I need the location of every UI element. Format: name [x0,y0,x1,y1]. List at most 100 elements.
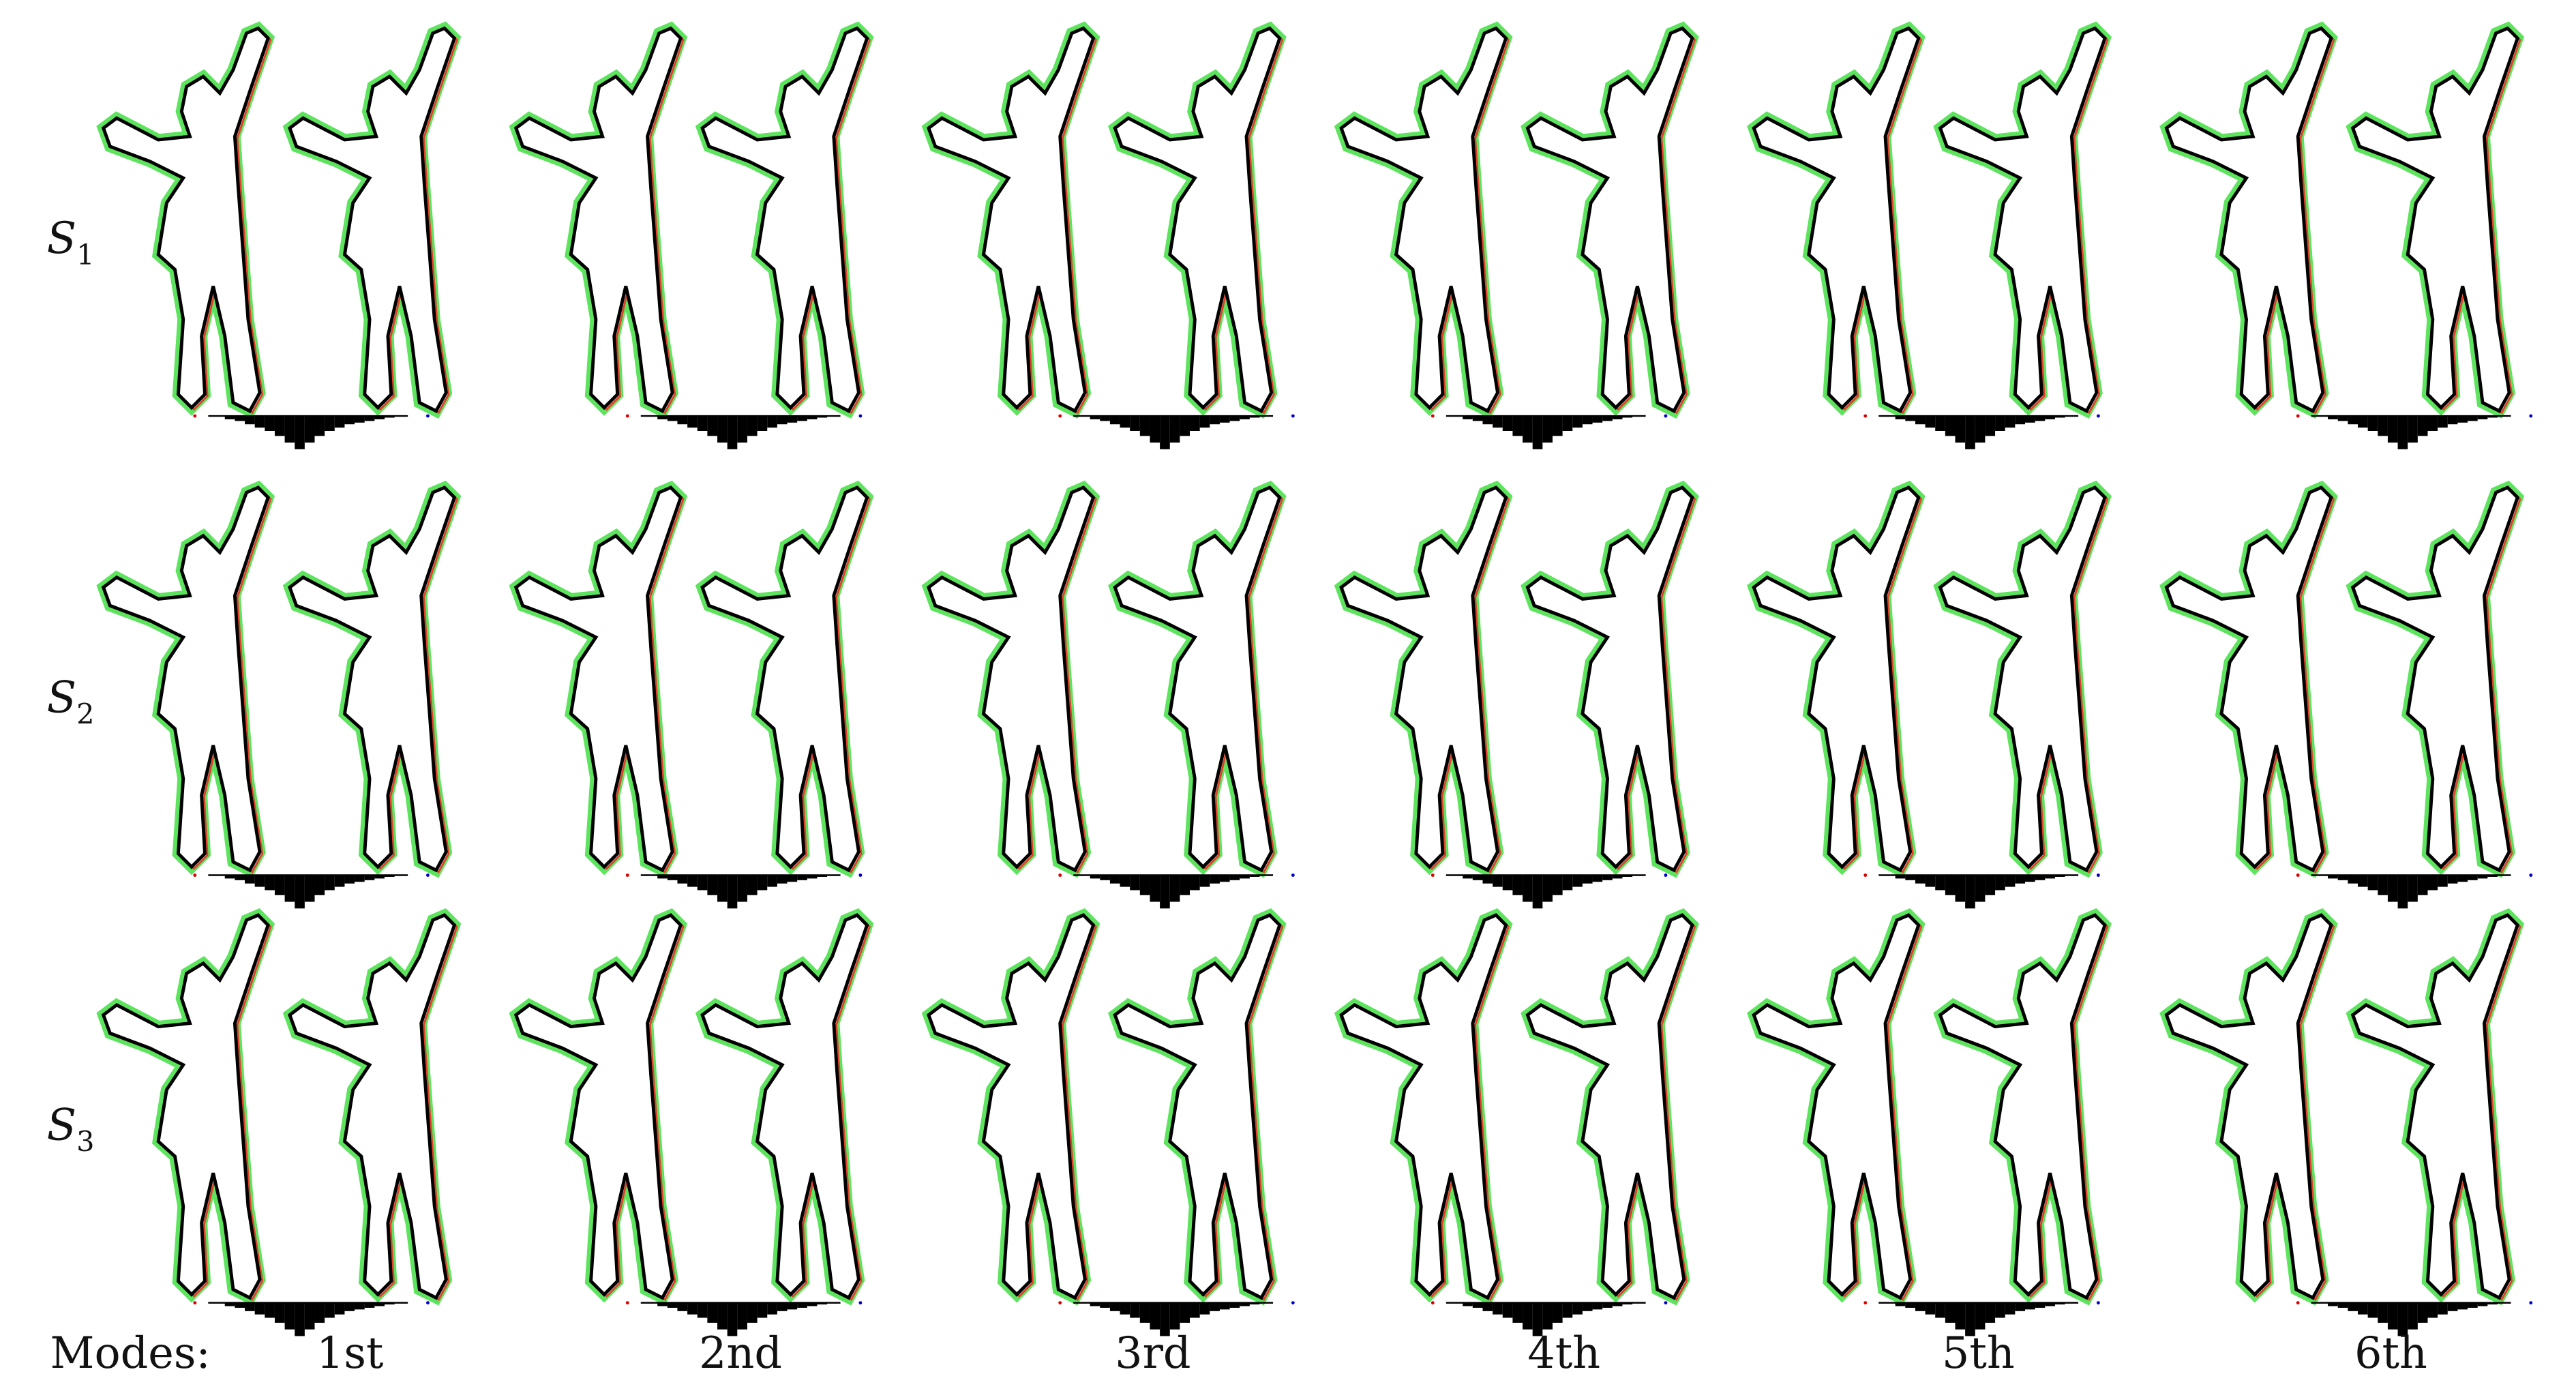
histogram-bar [717,416,728,443]
histogram-bar [1210,1303,1220,1311]
silhouette [1341,915,1508,1300]
histogram-bar [1915,876,1926,884]
histogram-bar [2358,416,2368,428]
histogram-bar [1955,1303,1965,1330]
histogram-bar [1995,1303,2005,1318]
histogram-bar [728,876,738,909]
histogram-bar [767,876,777,887]
histogram-bar [344,1303,355,1311]
cell [1341,915,1695,1336]
histogram-bar [687,416,698,428]
histogram-bar [285,416,295,443]
histogram-bar [1100,1303,1110,1308]
histogram-bar [305,1303,315,1330]
histogram-bar [767,416,777,428]
silhouette [1941,28,2108,413]
histogram-bar [1533,876,1543,909]
dot [2296,873,2300,877]
histogram-bar [1170,416,1180,443]
histogram-bar [325,876,335,891]
row-symbol: S [47,672,76,722]
histogram-bar [295,876,305,909]
histogram-bar [1140,876,1150,895]
row-symbol: S [47,213,76,263]
histogram-bar [1926,416,1936,428]
silhouette [2166,915,2333,1300]
histogram-bar [1583,876,1593,884]
histogram-bar [245,876,255,884]
histogram-bar [225,876,235,879]
histogram-bar [1896,416,1906,419]
histogram-bar [797,416,807,421]
histogram-bar [235,416,245,421]
histogram-bar [1160,416,1170,449]
histogram-bar [2388,1303,2398,1330]
histogram-bar [788,876,798,882]
cell [516,915,870,1336]
histogram-bar [235,876,245,880]
histogram-bar [2468,416,2478,421]
silhouette [290,488,457,872]
histogram-bar [758,416,768,431]
histogram-bar [1140,1303,1150,1323]
histogram-bar [1926,1303,1936,1315]
dot [2097,415,2100,418]
histogram-bar [1985,1303,1995,1323]
cell [2166,488,2532,908]
row-label: S1 [47,213,95,271]
histogram-bar [1955,876,1965,902]
histogram-bar [295,1303,305,1336]
histogram-bar [355,416,365,423]
histogram-bar [1945,416,1956,436]
dot [858,873,862,877]
histogram-bar [707,1303,717,1323]
mode-label: 1st [316,1328,383,1376]
silhouette [702,488,869,872]
histogram-bar [1210,416,1220,424]
histogram-bar [1200,1303,1210,1315]
histogram-bar [1965,876,1975,909]
histogram-bar [2358,1303,2368,1315]
histogram-bar [788,416,798,423]
histogram-bar [1200,416,1210,428]
histogram-bar [698,416,708,431]
silhouette [929,488,1096,872]
silhouette [1341,28,1508,413]
histogram-bar [1463,416,1473,419]
histogram-bar [265,1303,275,1318]
silhouette [290,28,457,413]
histogram-bar [1240,876,1250,879]
histogram-bar [245,416,255,424]
histogram-bar [2348,1303,2358,1311]
silhouette [1527,915,1694,1300]
histogram-bar [1975,1303,1986,1330]
histogram-bar [2388,416,2398,443]
histogram-bar [374,876,385,879]
histogram-bar [737,416,747,443]
histogram-bar [1935,416,1945,431]
histogram-bar [717,876,728,902]
histogram-bar [1110,1303,1120,1311]
histogram-bar [1220,876,1230,882]
cell [2166,915,2532,1336]
histogram-bar [235,1303,245,1308]
histogram-bar [2328,416,2338,419]
histogram-bar [2025,1303,2035,1310]
histogram-bar [758,1303,768,1318]
dot [1291,1301,1295,1304]
histogram-bar [1512,416,1523,436]
histogram-bar [1090,876,1100,879]
histogram-bar [717,1303,728,1330]
histogram-bar [2368,1303,2378,1318]
histogram-bar [1250,416,1260,417]
histogram-bar [2408,1303,2418,1330]
histogram-bar [668,1303,678,1308]
histogram-bar [2035,1303,2046,1308]
histogram-bar [1926,876,1936,887]
histogram-bar [2328,1303,2338,1306]
histogram-bar [2427,416,2438,431]
histogram-bar [657,416,668,419]
cell [1341,488,1695,908]
mode-label: 5th [1942,1328,2015,1376]
histogram-bar [2448,876,2458,884]
